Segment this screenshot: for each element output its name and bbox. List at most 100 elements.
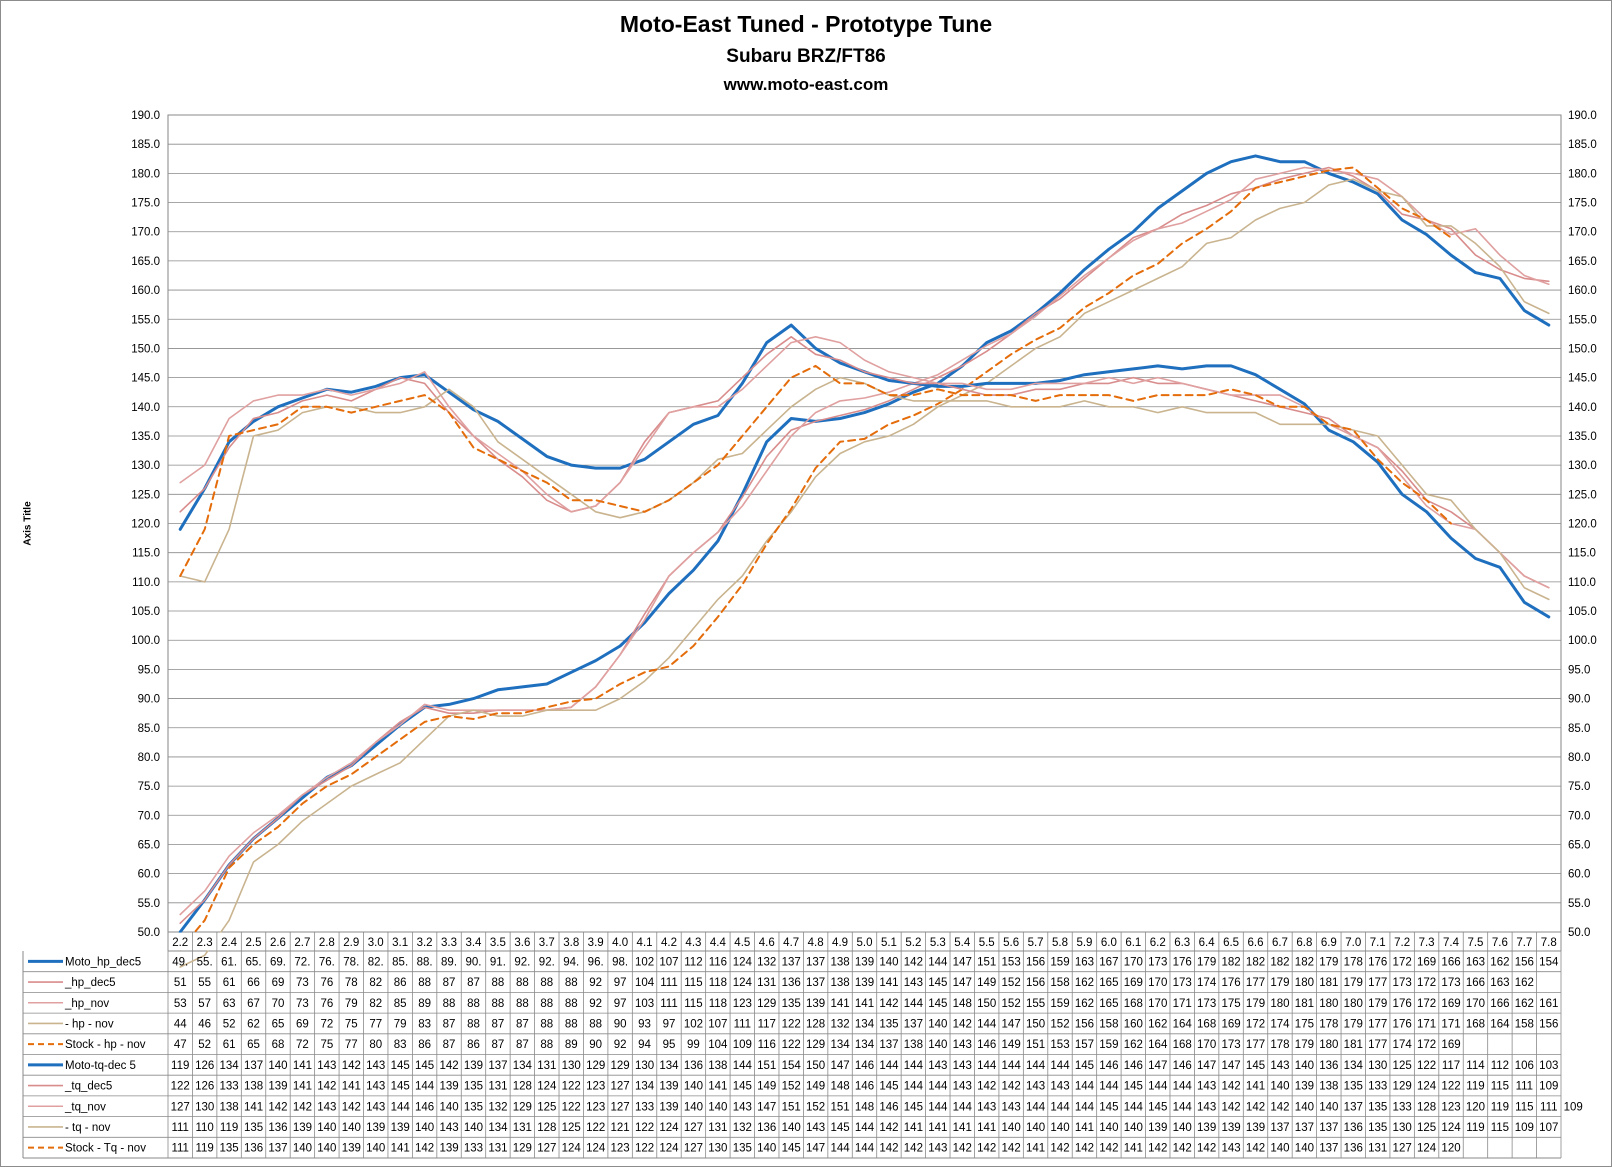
data-table-cell: 123: [611, 1143, 630, 1155]
data-table-cell: 132: [757, 956, 776, 968]
data-table-cell: 148: [855, 1101, 874, 1113]
data-table-cell: 103: [1539, 1060, 1558, 1072]
data-table-cell: 137: [268, 1143, 287, 1155]
data-table-cell: 137: [1319, 1143, 1338, 1155]
data-table-cell: 90: [614, 1018, 627, 1030]
data-table-cell: 143: [1221, 1143, 1240, 1155]
y-tick-label-right: 85.0: [1568, 723, 1590, 735]
data-table-cell: 138: [830, 977, 849, 989]
data-table-cell: 134: [635, 1081, 655, 1093]
data-table-cell: 144: [1173, 1081, 1193, 1093]
data-table-cell: 140: [1295, 1060, 1314, 1072]
data-table-cell: 147: [757, 1101, 776, 1113]
x-tick-label: 6.6: [1248, 937, 1264, 949]
y-tick-label-left: 70.0: [138, 810, 160, 822]
data-table-cell: 152: [1002, 977, 1021, 989]
data-table-cell: 86: [418, 1039, 431, 1051]
data-table-cell: 162: [1515, 998, 1534, 1010]
data-table-cell: 52: [198, 1039, 211, 1051]
data-table-cell: 131: [488, 1143, 507, 1155]
data-table-cell: 67: [247, 998, 260, 1010]
data-table-cell: 144: [830, 1143, 850, 1155]
x-tick-label: 5.6: [1003, 937, 1019, 949]
data-table-cell: 129: [611, 1060, 630, 1072]
x-tick-label: 2.5: [246, 937, 262, 949]
data-table-cell: 61: [223, 977, 236, 989]
y-tick-label-left: 160.0: [131, 285, 160, 297]
data-table-cell: 139: [1246, 1122, 1265, 1134]
data-table-cell: 179: [1270, 977, 1289, 989]
data-table-cell: 143: [1197, 1101, 1216, 1113]
y-tick-label-right: 185.0: [1568, 139, 1597, 151]
y-tick-label-right: 90.0: [1568, 694, 1590, 706]
series-line: [179, 178, 1550, 968]
data-table-cell: 172: [1246, 1018, 1265, 1030]
data-table-cell: 165: [1099, 998, 1118, 1010]
data-table-cell: 140: [366, 1143, 385, 1155]
data-table-cell: 145: [928, 977, 947, 989]
data-table-cell: 140: [1124, 1122, 1143, 1134]
data-table-cell: 139: [1197, 1122, 1216, 1134]
data-table-cell: 143: [366, 1081, 385, 1093]
data-table-cell: 145: [1124, 1081, 1143, 1093]
data-table-cell: 151: [1026, 1039, 1045, 1051]
data-table-cell: 145: [391, 1060, 410, 1072]
data-table-cell: 144: [1148, 1081, 1168, 1093]
data-table-cell: 180: [1344, 998, 1363, 1010]
data-table-cell: 162: [1075, 977, 1094, 989]
data-table-cell: 133: [1393, 1101, 1412, 1113]
data-table-cell: 111: [1516, 1081, 1533, 1093]
series-line: [179, 336, 1550, 589]
data-table-cell: 137: [1344, 1101, 1363, 1113]
axis-cover: [169, 932, 1560, 951]
data-table-cell: 139: [391, 1122, 410, 1134]
data-table-cell: 138: [708, 1060, 727, 1072]
data-table-cell: 139: [366, 1122, 385, 1134]
data-table-cell: 122: [1417, 1060, 1436, 1072]
data-table-cell: 127: [611, 1101, 630, 1113]
data-table-cell: 146: [1124, 1060, 1143, 1072]
data-table-cell: 125: [1417, 1122, 1436, 1134]
y-tick-label-left: 50.0: [138, 927, 160, 939]
data-table-cell: 125: [537, 1101, 556, 1113]
data-table-cell: 144: [1173, 1101, 1193, 1113]
y-tick-label-right: 145.0: [1568, 373, 1597, 385]
data-table-cell: 94.: [563, 956, 579, 968]
legend-label: _hp_dec5: [64, 977, 116, 989]
data-table-cell: 147: [953, 977, 972, 989]
data-table-cell: 127: [611, 1081, 630, 1093]
data-table-cell: 89: [418, 998, 431, 1010]
data-table-cell: 145: [904, 1101, 923, 1113]
data-table-cell: 152: [806, 1101, 825, 1113]
data-table-cell: 171: [1173, 998, 1192, 1010]
data-table-cell: 182: [1270, 956, 1289, 968]
data-table-cell: 140: [1026, 1122, 1045, 1134]
data-table-cell: 142: [904, 956, 923, 968]
data-table-cell: 156: [1026, 956, 1045, 968]
data-table-cell: 109: [733, 1039, 752, 1051]
y-tick-label-left: 55.0: [138, 898, 160, 910]
data-table-cell: 131: [708, 1122, 727, 1134]
data-table-cell: 172: [1417, 998, 1436, 1010]
x-tick-label: 2.6: [270, 937, 286, 949]
data-table-cell: 141: [953, 1122, 972, 1134]
data-table-cell: 146: [879, 1101, 898, 1113]
data-table-cell: 139: [342, 1143, 361, 1155]
data-table-cell: 122: [1441, 1081, 1460, 1093]
x-tick-label: 6.7: [1272, 937, 1288, 949]
data-table-cell: 137: [879, 1039, 898, 1051]
data-table-cell: 180: [1319, 1039, 1338, 1051]
data-table-cell: 139: [268, 1081, 287, 1093]
data-table-cell: 172: [1417, 977, 1436, 989]
data-table-cell: 142: [1148, 1143, 1167, 1155]
data-table-cell: 180: [1295, 977, 1314, 989]
data-table-cell: 130: [635, 1060, 654, 1072]
x-tick-label: 5.0: [857, 937, 873, 949]
data-table-cell: 63: [223, 998, 236, 1010]
data-table-cell: 158: [1099, 1018, 1118, 1030]
y-tick-label-right: 175.0: [1568, 198, 1597, 210]
data-table-cell: 143: [953, 1081, 972, 1093]
data-table-cell: 173: [1393, 977, 1412, 989]
data-table-cell: 161: [1539, 998, 1558, 1010]
data-table-cell: 144: [904, 998, 924, 1010]
